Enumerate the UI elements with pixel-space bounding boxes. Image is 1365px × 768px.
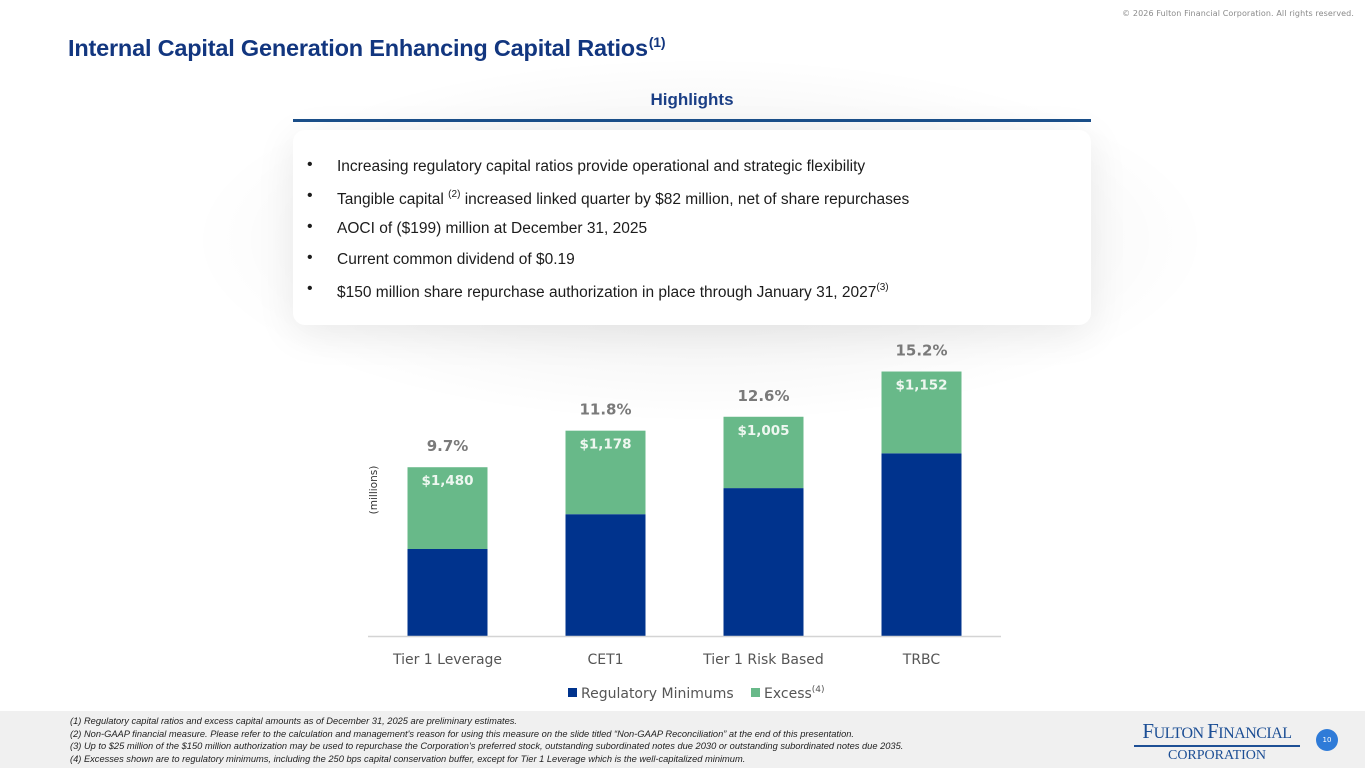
highlights-divider <box>293 119 1091 122</box>
excess-value-label: $1,480 <box>421 473 473 489</box>
footnote-1: (1) Regulatory capital ratios and excess… <box>70 716 517 726</box>
page-title-text: Internal Capital Generation Enhancing Ca… <box>68 35 648 61</box>
x-tick-label: Tier 1 Risk Based <box>702 652 824 668</box>
legend-swatch-excess <box>751 688 760 697</box>
bar-regulatory-minimum <box>565 514 646 636</box>
bars-group: $1,480 9.7% $1,178 11.8% $1,005 12.6% $1,152 15… <box>407 342 962 636</box>
bar-regulatory-minimum <box>407 549 488 636</box>
highlight-item: • Current common dividend of $0.19 <box>307 249 909 282</box>
x-tick-label: Tier 1 Leverage <box>392 652 502 668</box>
ratio-label: 9.7% <box>427 437 469 455</box>
logo-subtitle: CORPORATION <box>1167 748 1266 763</box>
bullet-icon: • <box>307 218 313 235</box>
legend: Regulatory Minimums Excess(4) <box>568 685 825 702</box>
highlight-item: • $150 million share repurchase authoriza… <box>307 280 909 313</box>
bar-excess <box>881 371 962 454</box>
footnote-2: (2) Non-GAAP financial measure. Please r… <box>70 728 854 739</box>
highlight-item: • Tangible capital (2) increased linked q… <box>307 187 910 220</box>
highlights-card: • Increasing regulatory capital ratios pr… <box>293 130 1091 325</box>
footnote-ref: (3) <box>876 282 889 293</box>
excess-value-label: $1,152 <box>895 378 947 394</box>
title-footnote-ref: (1) <box>648 34 666 50</box>
capital-ratio-chart: (millions) $1,480 9.7% $1,178 11.8% $1,005 12… <box>368 342 1001 702</box>
highlight-text: increased linked quarter by $82 million,… <box>460 191 910 208</box>
legend-excess-text: Excess <box>764 686 812 702</box>
highlight-item: • Increasing regulatory capital ratios pr… <box>307 156 909 189</box>
page-title: Internal Capital Generation Enhancing Ca… <box>68 34 666 62</box>
bullet-icon: • <box>307 280 313 297</box>
x-tick-label: CET1 <box>587 652 623 668</box>
x-tick-labels: Tier 1 Leverage CET1 Tier 1 Risk Based TRBC <box>392 652 940 668</box>
bar-regulatory-minimum <box>881 453 962 636</box>
highlight-text: Tangible capital <box>337 191 449 208</box>
bar-excess <box>407 467 488 549</box>
highlight-text: Increasing regulatory capital ratios pro… <box>337 158 866 175</box>
footnote-4: (4) Excesses shown are to regulatory min… <box>70 753 746 764</box>
y-axis-label: (millions) <box>368 466 380 515</box>
page-number-badge: 10 <box>1316 729 1338 751</box>
logo-wordmark: FULTON FINANCIAL <box>1134 721 1300 747</box>
ratio-label: 11.8% <box>579 401 631 419</box>
copyright-notice: © 2026 Fulton Financial Corporation. All… <box>1122 9 1354 18</box>
bar-excess <box>723 416 804 489</box>
excess-value-label: $1,178 <box>579 437 631 453</box>
footnote-3: (3) Up to $25 million of the $150 millio… <box>70 741 904 752</box>
footnote-ref: (2) <box>448 189 461 200</box>
logo-letter: F <box>1142 719 1154 743</box>
bar-regulatory-minimum <box>723 488 804 636</box>
highlight-text: AOCI of ($199) million at December 31, 2… <box>337 220 648 237</box>
legend-label-regulatory-minimums: Regulatory Minimums <box>581 686 734 702</box>
x-tick-label: TRBC <box>902 652 941 668</box>
footer-bar: (1) Regulatory capital ratios and excess… <box>0 711 1365 768</box>
bullet-icon: • <box>307 187 313 204</box>
legend-excess-footnote-ref: (4) <box>812 685 825 695</box>
highlight-item: • AOCI of ($199) million at December 31, … <box>307 218 909 251</box>
ratio-label: 12.6% <box>737 387 789 405</box>
highlights-list: • Increasing regulatory capital ratios pr… <box>307 156 910 313</box>
logo-text: INANCIAL <box>1218 725 1292 742</box>
highlight-text: Current common dividend of $0.19 <box>337 251 575 268</box>
highlights-heading: Highlights <box>650 90 734 109</box>
logo-text: ULTON <box>1153 725 1208 742</box>
bar-excess <box>565 430 646 515</box>
ratio-label: 15.2% <box>895 342 947 360</box>
bullet-icon: • <box>307 156 313 173</box>
footnotes: (1) Regulatory capital ratios and excess… <box>70 715 903 765</box>
highlight-text: $150 million share repurchase authorizat… <box>337 284 877 301</box>
excess-value-label: $1,005 <box>737 423 789 439</box>
bullet-icon: • <box>307 249 313 266</box>
legend-label-excess: Excess(4) <box>764 685 825 702</box>
legend-swatch-regulatory-minimums <box>568 688 577 697</box>
fulton-financial-logo: FULTON FINANCIAL CORPORATION <box>1134 721 1300 763</box>
logo-letter: F <box>1207 719 1219 743</box>
